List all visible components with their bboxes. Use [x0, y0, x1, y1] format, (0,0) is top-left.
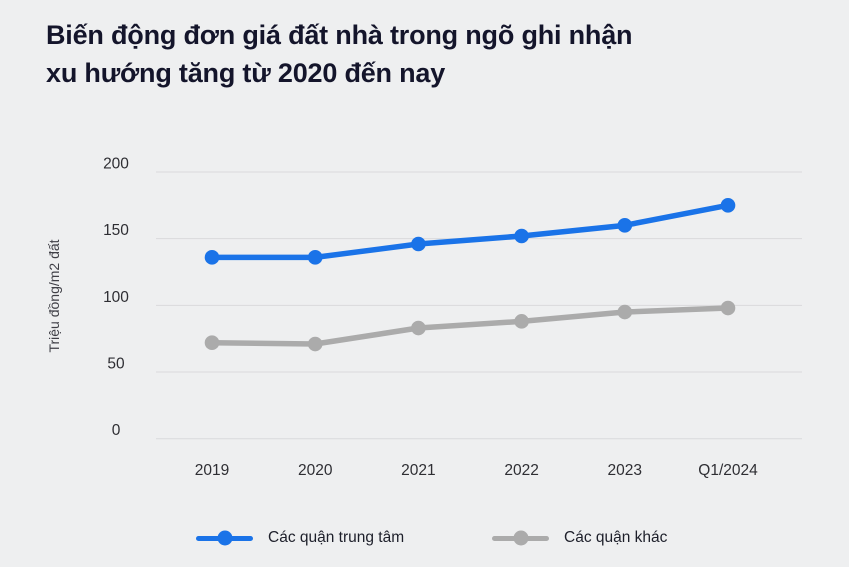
- data-point: [411, 236, 426, 252]
- series-line: [209, 305, 731, 347]
- y-tick-label: 100: [103, 289, 129, 306]
- x-tick-label: 2023: [608, 462, 642, 479]
- legend-marker-central-icon: [196, 530, 253, 546]
- price-line-chart: 0 50 100 150 200 2019 2020 2021 2022 2023 Q1/2024: [103, 156, 802, 479]
- x-tick-label: 2021: [401, 462, 435, 479]
- x-tick-label: 2022: [504, 462, 538, 479]
- x-tick-label: 2020: [298, 462, 333, 479]
- data-point: [720, 300, 736, 316]
- data-point: [514, 228, 529, 244]
- y-tick-label: 150: [103, 222, 129, 239]
- legend-label-central: Các quận trung tâm: [268, 529, 405, 546]
- data-point: [307, 336, 323, 352]
- legend-marker-other-icon: [492, 530, 549, 546]
- title-line-1: Biến động đơn giá đất nhà trong ngõ ghi …: [46, 20, 633, 50]
- data-point: [204, 335, 220, 350]
- data-point: [617, 218, 633, 233]
- x-tick-label: Q1/2024: [698, 462, 758, 479]
- y-tick-label: 0: [112, 422, 121, 439]
- data-point: [307, 250, 323, 265]
- y-tick-label: 200: [103, 156, 129, 173]
- data-point: [411, 320, 426, 336]
- data-point: [514, 314, 529, 329]
- x-tick-label: 2019: [195, 462, 229, 479]
- legend-label-other: Các quận khác: [564, 529, 668, 546]
- data-point: [617, 304, 633, 320]
- data-point: [720, 198, 736, 213]
- title-line-2: xu hướng tăng từ 2020 đến nay: [46, 58, 446, 88]
- legend-dot-other-icon: [513, 530, 528, 546]
- legend-item-central-districts: Các quận trung tâm: [196, 524, 404, 552]
- legend-dot-central-icon: [217, 530, 232, 546]
- page-title: Biến động đơn giá đất nhà trong ngõ ghi …: [46, 16, 633, 92]
- data-point: [204, 250, 220, 265]
- legend-item-other-districts: Các quận khác: [492, 524, 667, 552]
- y-tick-label: 50: [107, 356, 125, 373]
- series-line: [209, 202, 731, 261]
